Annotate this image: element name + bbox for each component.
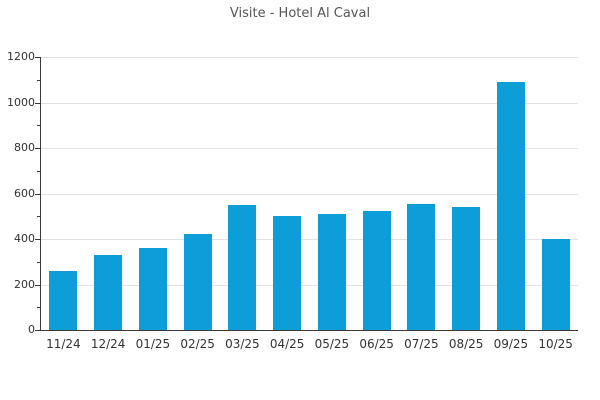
gridline <box>41 148 578 149</box>
bar-12/24 <box>94 254 123 330</box>
gridline <box>41 194 578 195</box>
plot-area: 0 200 400 600 800 1000 1200 11/24 12/24 01/25 02/2… <box>7 51 578 351</box>
x-tick-label: 09/25 <box>493 337 529 351</box>
bar-03/25 <box>228 204 257 330</box>
y-tick-label: 200 <box>14 278 35 291</box>
bar-10/25 <box>541 239 570 330</box>
y-tick-label: 800 <box>14 141 35 154</box>
y-axis-major-tick <box>35 103 40 104</box>
y-axis-minor-tick <box>37 307 40 308</box>
y-axis-major-tick <box>35 330 40 331</box>
gridline <box>41 285 578 286</box>
y-tick-label: 0 <box>28 323 35 336</box>
bar-08/25 <box>452 207 481 330</box>
bar-04/25 <box>273 216 302 330</box>
x-tick-label: 12/24 <box>90 337 126 351</box>
bar-11/24 <box>49 270 78 330</box>
x-tick-label: 05/25 <box>314 337 350 351</box>
bar-09/25 <box>496 82 525 330</box>
gridline <box>41 239 578 240</box>
x-tick-label: 10/25 <box>538 337 573 351</box>
y-tick-label: 400 <box>14 232 35 245</box>
y-tick-label: 1200 <box>7 50 35 63</box>
chart-title: Visite - Hotel Al Caval <box>229 6 371 21</box>
y-axis-major-tick <box>35 239 40 240</box>
y-axis-major-tick <box>35 148 40 149</box>
x-tick-label: 02/25 <box>180 337 215 351</box>
gridline <box>41 57 578 58</box>
x-tick-label: 01/25 <box>135 337 171 351</box>
y-tick-label: 600 <box>14 187 35 200</box>
bar-07/25 <box>407 203 436 330</box>
x-tick-label: 07/25 <box>404 337 439 351</box>
x-tick-label: 11/24 <box>46 337 81 351</box>
x-tick-label: 04/25 <box>269 337 305 351</box>
x-tick-label: 08/25 <box>448 337 484 351</box>
x-tick-label: 03/25 <box>225 337 260 351</box>
y-axis-minor-tick <box>37 80 40 81</box>
y-axis-minor-tick <box>37 125 40 126</box>
bar-06/25 <box>362 210 391 330</box>
bar-05/25 <box>317 213 346 330</box>
y-axis-minor-tick <box>37 216 40 217</box>
y-axis-major-tick <box>35 194 40 195</box>
y-axis-major-tick <box>35 285 40 286</box>
bar-01/25 <box>138 248 167 330</box>
y-axis-minor-tick <box>37 171 40 172</box>
y-tick-label: 1000 <box>7 96 35 109</box>
gridline <box>41 103 578 104</box>
x-tick-label: 06/25 <box>359 337 394 351</box>
bar-02/25 <box>183 234 212 330</box>
y-axis-minor-tick <box>37 262 40 263</box>
y-axis-major-tick <box>35 57 40 58</box>
